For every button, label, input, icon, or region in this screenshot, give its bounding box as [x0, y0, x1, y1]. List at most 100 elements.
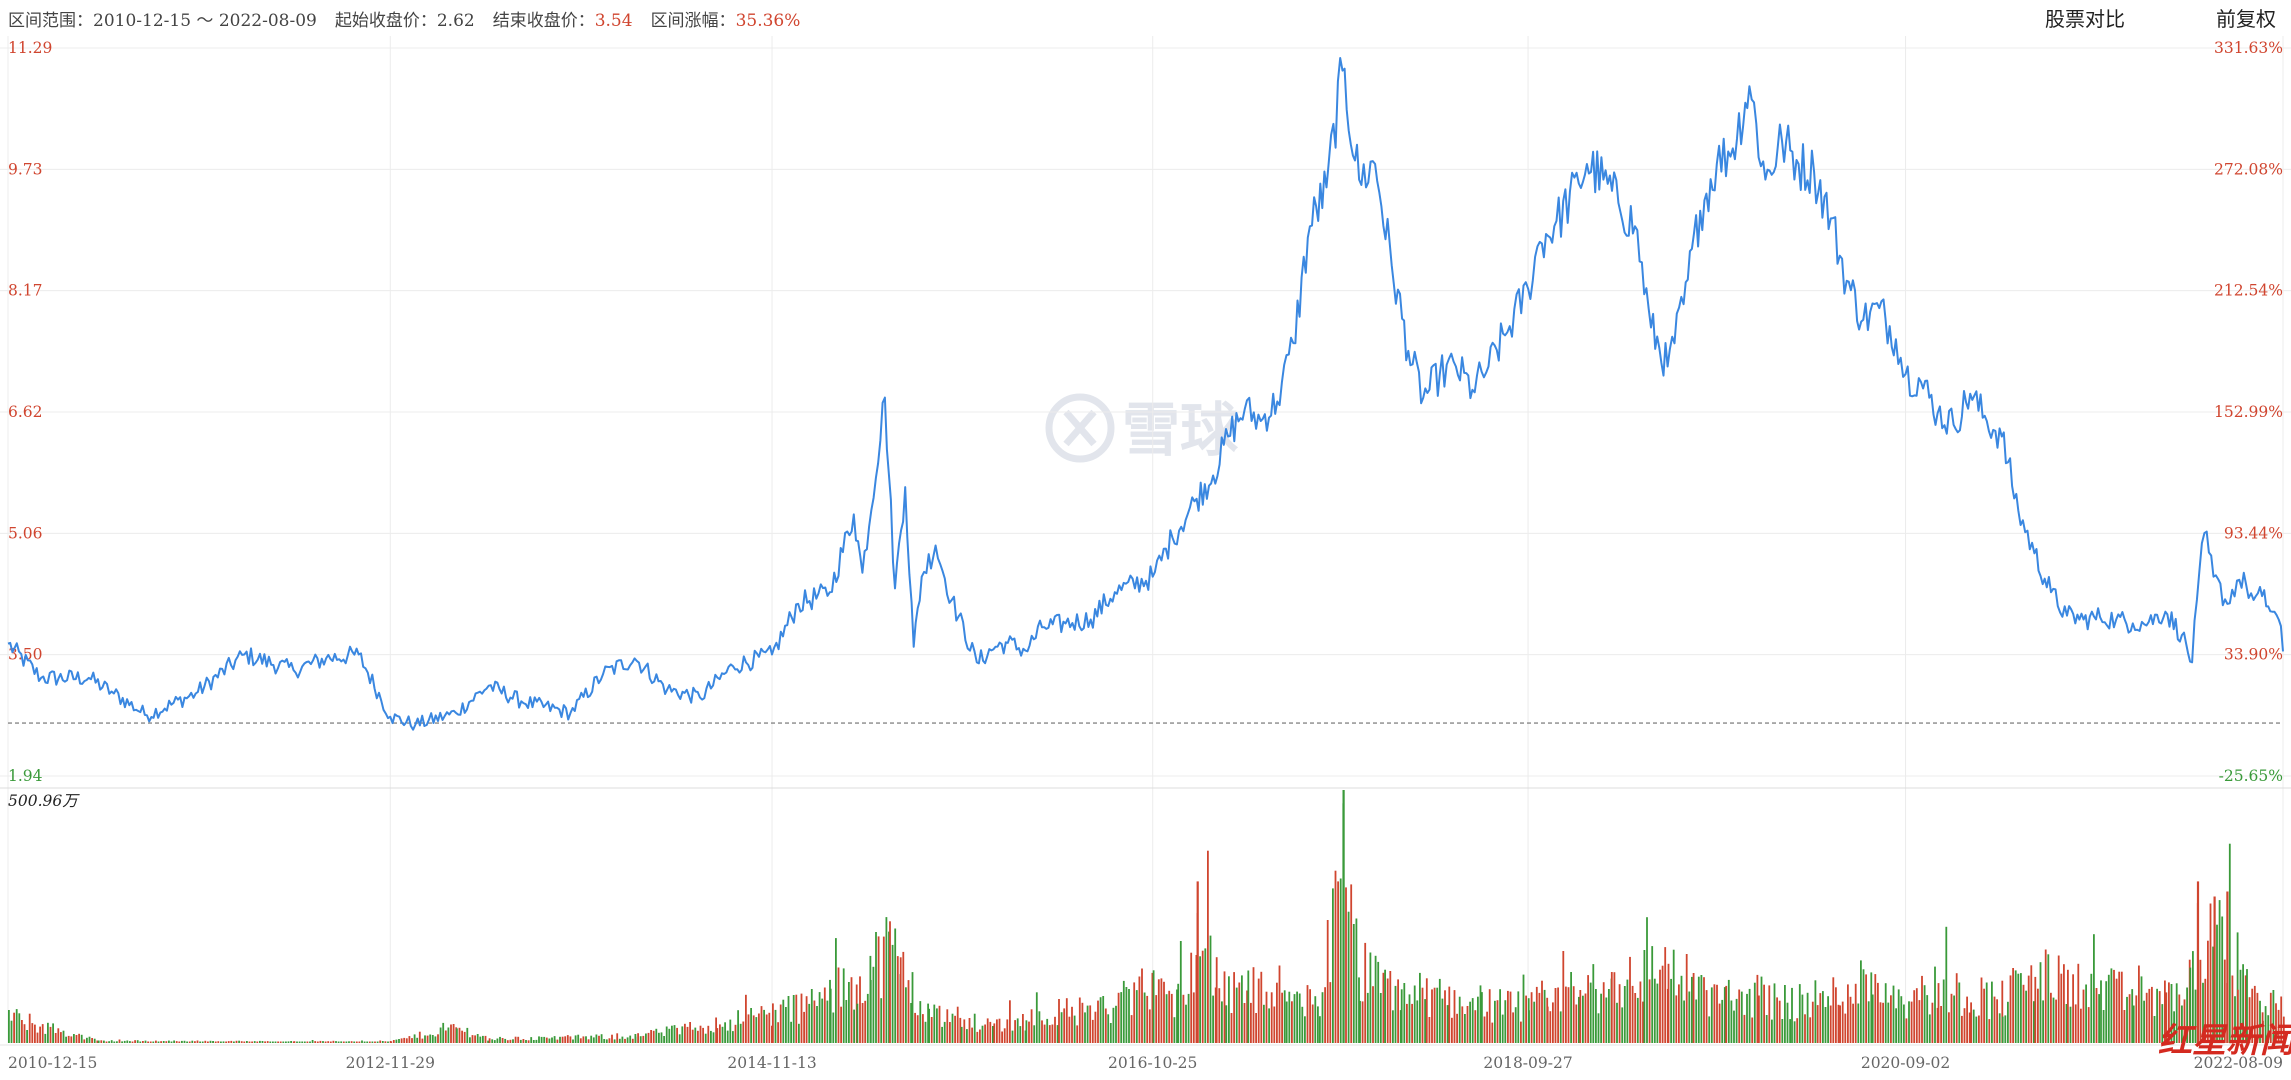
volume-bar [1477, 996, 1479, 1043]
volume-bar [1776, 997, 1778, 1043]
volume-bar [976, 1031, 979, 1043]
volume-bar [519, 1039, 522, 1043]
volume-bar [1621, 1007, 1624, 1043]
volume-bar [559, 1036, 561, 1043]
volume-bar [1428, 1017, 1431, 1043]
volume-bar [724, 1022, 726, 1043]
volume-bar [2001, 980, 2004, 1043]
volume-bar [1025, 1020, 1028, 1043]
volume-bar [864, 1000, 867, 1043]
price-line-series[interactable] [7, 57, 2284, 731]
volume-bar [2105, 981, 2108, 1043]
date-tick-label: 2010-12-15 [8, 1054, 97, 1072]
volume-bar [1639, 981, 1642, 1043]
volume-bar [463, 1031, 466, 1043]
volume-bar [1176, 989, 1178, 1043]
volume-bar [954, 1015, 956, 1043]
volume-bar [2085, 984, 2087, 1043]
volume-bar [856, 1003, 859, 1043]
volume-bar [1112, 1007, 1115, 1043]
percent-tick-label: 272.08% [2214, 160, 2283, 178]
volume-bar [1703, 977, 1705, 1043]
volume-bar [910, 1003, 912, 1043]
volume-bar [1130, 1015, 1133, 1043]
volume-bar [1923, 985, 1926, 1043]
volume-bar [517, 1036, 520, 1043]
volume-bar [384, 1041, 387, 1043]
volume-bar [1507, 990, 1509, 1043]
volume-bar [816, 1006, 818, 1043]
volume-bar [1043, 1024, 1046, 1043]
volume-bar [41, 1024, 44, 1043]
volume-bar [366, 1041, 369, 1043]
volume-bar [2186, 987, 2188, 1043]
volume-bar [1910, 1001, 1913, 1043]
volume-bar [103, 1040, 105, 1043]
volume-bar [487, 1040, 489, 1043]
volume-bar [1406, 1003, 1408, 1043]
volume-bar [1446, 1005, 1449, 1043]
volume-bar [721, 1026, 724, 1043]
volume-bar [905, 987, 907, 1043]
volume-bar [1934, 966, 1936, 1043]
date-tick-label: 2016-10-25 [1108, 1054, 1197, 1072]
volume-bar [1182, 994, 1185, 1043]
stock-compare-button[interactable]: 股票对比 [2045, 7, 2125, 31]
volume-bar [350, 1041, 353, 1043]
volume-bar [2264, 1006, 2267, 1043]
volume-bar [1543, 989, 1546, 1043]
volume-bar [2251, 988, 2254, 1043]
volume-bar [52, 1023, 54, 1043]
volume-bar [1895, 1008, 1897, 1043]
volume-bar [1996, 999, 1998, 1043]
volume-bar [2199, 959, 2202, 1043]
volume-bar [1798, 984, 1801, 1043]
volume-bar [1078, 997, 1081, 1043]
volume-bar [277, 1041, 279, 1043]
volume-bar [875, 932, 877, 1043]
volume-bar [911, 972, 914, 1043]
volume-bar [437, 1034, 439, 1043]
volume-bar [1247, 970, 1250, 1043]
volume-bar [2123, 1010, 2126, 1043]
volume-bar [1721, 999, 1724, 1043]
volume-bar [963, 1019, 966, 1043]
volume-bar [2063, 964, 2065, 1043]
volume-bar [1533, 1001, 1536, 1043]
volume-bar [1784, 985, 1786, 1043]
volume-bar [800, 993, 803, 1043]
volume-bar [665, 1026, 668, 1043]
price-tick-label: 9.73 [8, 160, 43, 178]
volume-bar [2181, 1005, 2183, 1043]
volume-bar [1491, 1022, 1494, 1043]
forward-adjust-button[interactable]: 前复权 [2216, 7, 2276, 31]
volume-bar [514, 1036, 517, 1043]
volume-bar [2218, 900, 2221, 1043]
volume-bar [1852, 1003, 1854, 1043]
volume-bar [1038, 1011, 1041, 1043]
volume-bar [1319, 1016, 1321, 1043]
volume-bar [866, 993, 869, 1043]
volume-bar [896, 956, 899, 1043]
volume-bar [1306, 985, 1309, 1043]
volume-bar [1824, 1007, 1827, 1043]
volume-bar [1854, 983, 1857, 1043]
volume-bar [1179, 941, 1182, 1043]
volume-bar [943, 1021, 946, 1043]
volume-bar [2080, 1008, 2082, 1043]
volume-bar [23, 1024, 26, 1043]
volume-bar [1678, 984, 1680, 1043]
volume-bar [2143, 1000, 2145, 1043]
volume-bar [566, 1035, 569, 1043]
volume-bar [355, 1041, 358, 1043]
volume-bar [1651, 946, 1654, 1043]
volume-bar [595, 1034, 598, 1043]
volume-bar [737, 1010, 739, 1043]
volume-bar [2168, 982, 2170, 1043]
header-range: 区间范围：2010-12-15 ～ 2022-08-09 起始收盘价：2.62 结束… [8, 11, 800, 31]
volume-bar [2098, 994, 2100, 1043]
volume-bar [2120, 971, 2123, 1043]
volume-bar [1804, 1014, 1806, 1043]
volume-bar [832, 1012, 835, 1043]
